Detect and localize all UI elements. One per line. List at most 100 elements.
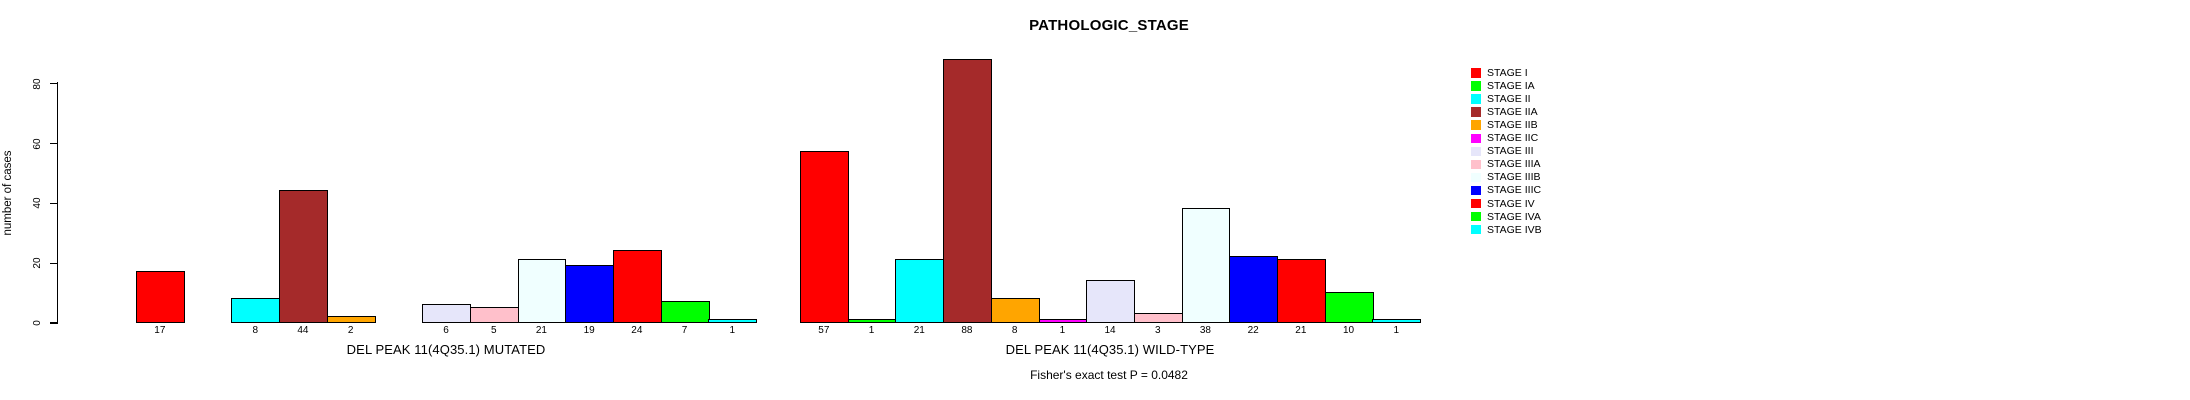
y-axis-tick: [50, 143, 57, 145]
bar-stage-iiib: [517, 259, 567, 323]
bar-stage-iiia: [1133, 312, 1183, 323]
bar-stage-iiic: [565, 264, 615, 323]
y-axis-tick-label: 40: [32, 197, 43, 209]
bar-stage-iiib: [1181, 208, 1231, 323]
legend-item: STAGE IIIA: [1471, 158, 1540, 170]
chart-title: PATHOLOGIC_STAGE: [1029, 17, 1189, 34]
bar-value-label: 3: [1154, 325, 1161, 336]
bar-value-label: 21: [1295, 325, 1307, 336]
bar-stage-iv: [613, 250, 662, 323]
bar-value-label: 1: [729, 325, 736, 336]
bar-value-label: 21: [913, 325, 925, 336]
bar-stage-i: [136, 270, 185, 323]
bar-stage-iv: [1277, 259, 1326, 323]
bar-stage-iib: [326, 315, 376, 323]
legend-swatch-stage-iia: [1471, 107, 1481, 117]
bar-value-label: 1: [1059, 325, 1066, 336]
legend-label: STAGE I: [1487, 67, 1528, 79]
bar-stage-iiia: [469, 306, 519, 323]
y-axis-line: [57, 82, 59, 324]
legend-item: STAGE IIIC: [1471, 184, 1541, 196]
bar-value-label: 8: [1011, 325, 1018, 336]
legend-label: STAGE II: [1487, 93, 1531, 106]
bar-stage-iii: [422, 303, 472, 323]
fisher-test-annotation: Fisher's exact test P = 0.0482: [1030, 368, 1188, 382]
bar-stage-i: [800, 151, 849, 323]
legend-swatch-stage-iiic: [1471, 185, 1481, 196]
legend-label: STAGE IVA: [1487, 210, 1541, 223]
legend-item: STAGE IIIB: [1471, 171, 1540, 183]
legend: STAGE I STAGE IA STAGE II STAGE IIA STAGE II…: [1471, 67, 1631, 247]
bar-stage-iia: [279, 190, 328, 323]
y-axis-tick-label: 0: [32, 320, 43, 326]
bar-value-label: 38: [1199, 325, 1211, 336]
legend-item: STAGE III: [1471, 145, 1533, 157]
y-axis-tick: [50, 262, 57, 264]
x-axis-title-mutated: DEL PEAK 11(4Q35.1) MUTATED: [346, 342, 546, 357]
legend-swatch-stage-iv: [1471, 198, 1481, 209]
y-axis-tick-label: 20: [32, 257, 43, 269]
legend-swatch-stage-iii: [1471, 146, 1481, 157]
y-axis-title: number of cases: [2, 150, 14, 236]
legend-item: STAGE II: [1471, 93, 1531, 105]
legend-swatch-stage-i: [1471, 68, 1481, 78]
legend-label: STAGE III: [1487, 145, 1534, 158]
legend-swatch-stage-iiib: [1471, 172, 1481, 183]
bar-value-label: 1: [868, 325, 875, 336]
legend-swatch-stage-iib: [1471, 120, 1481, 130]
bar-value-label: 88: [961, 325, 973, 336]
legend-label: STAGE IVB: [1487, 223, 1542, 236]
y-axis-tick: [50, 202, 57, 204]
bar-value-label: 21: [535, 325, 547, 336]
bar-value-label: 10: [1342, 325, 1355, 336]
bar-value-label: 8: [252, 325, 259, 336]
legend-label: STAGE IIIA: [1487, 158, 1541, 171]
legend-swatch-stage-ivb: [1471, 224, 1481, 235]
bar-value-label: 14: [1104, 325, 1116, 336]
y-axis-tick: [50, 83, 57, 85]
bar-stage-ia: [847, 318, 897, 323]
legend-label: STAGE IIIC: [1487, 184, 1542, 197]
bar-stage-iva: [660, 300, 710, 323]
legend-swatch-stage-iic: [1471, 133, 1481, 143]
legend-swatch-stage-ia: [1471, 81, 1481, 91]
bar-value-label: 57: [818, 325, 830, 336]
bar-value-label: 7: [681, 325, 688, 336]
legend-label: STAGE IV: [1487, 197, 1535, 210]
x-axis-title-wild-type: DEL PEAK 11(4Q35.1) WILD-TYPE: [1005, 342, 1215, 357]
legend-item: STAGE IVB: [1471, 224, 1542, 236]
legend-label: STAGE IIB: [1487, 119, 1538, 132]
bar-stage-iib: [990, 297, 1040, 323]
legend-label: STAGE IIC: [1487, 132, 1539, 145]
bar-value-label: 5: [490, 325, 497, 336]
legend-item: STAGE IA: [1471, 80, 1535, 92]
bar-stage-ivb: [1372, 318, 1422, 323]
bar-stage-iiic: [1229, 256, 1279, 323]
legend-item: STAGE IV: [1471, 198, 1535, 210]
legend-item: STAGE I: [1471, 67, 1528, 79]
legend-item: STAGE IIB: [1471, 119, 1538, 131]
bar-stage-ii: [895, 259, 945, 323]
bar-stage-ivb: [708, 318, 758, 323]
bar-value-label: 6: [443, 325, 449, 336]
legend-item: STAGE IIC: [1471, 132, 1538, 144]
bar-stage-iva: [1324, 291, 1374, 323]
bar-stage-iia: [943, 58, 992, 323]
bar-value-label: 17: [154, 325, 166, 336]
legend-label: STAGE IA: [1487, 80, 1535, 93]
legend-item: STAGE IIA: [1471, 106, 1538, 118]
legend-swatch-stage-iiia: [1471, 159, 1481, 170]
bar-stage-ii: [231, 297, 281, 323]
bar-value-label: 44: [297, 325, 309, 336]
legend-label: STAGE IIA: [1487, 106, 1538, 119]
legend-swatch-stage-iva: [1471, 211, 1481, 222]
bar-stage-iii: [1086, 279, 1136, 323]
bar-stage-iic: [1038, 318, 1088, 323]
y-axis-tick-label: 80: [32, 78, 43, 90]
legend-swatch-stage-ii: [1471, 94, 1481, 104]
legend-label: STAGE IIIB: [1487, 171, 1541, 184]
legend-item: STAGE IVA: [1471, 211, 1541, 223]
bar-value-label: 24: [631, 325, 643, 336]
y-axis-tick-label: 60: [32, 138, 43, 150]
